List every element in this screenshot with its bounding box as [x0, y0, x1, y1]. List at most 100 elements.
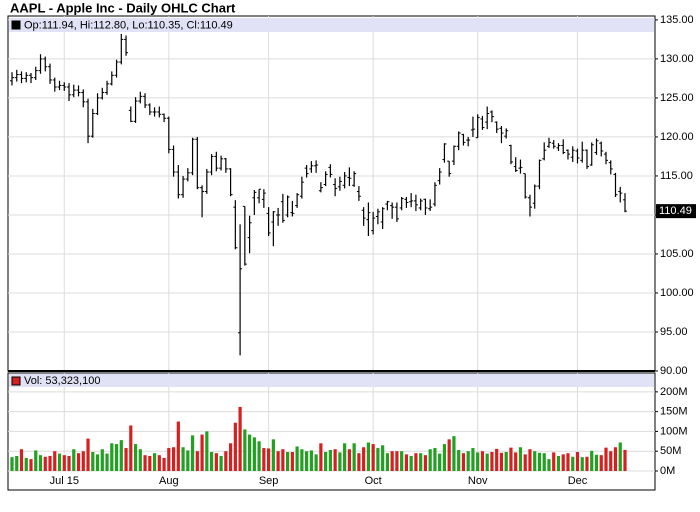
volume-bar [447, 439, 451, 471]
volume-bar [490, 452, 494, 471]
volume-bar [324, 452, 328, 471]
volume-bar [433, 448, 437, 471]
volume-bar [404, 454, 409, 471]
volume-bar [95, 454, 100, 471]
volume-bar [286, 452, 290, 471]
volume-bar [466, 451, 470, 471]
volume-bar [609, 451, 613, 471]
volume-bar [594, 454, 599, 471]
volume-bar [533, 451, 537, 471]
volume-bar [419, 453, 423, 471]
volume-bar [333, 449, 337, 471]
volume-bar [571, 456, 575, 471]
volume-bar [133, 444, 138, 471]
y-tick-label: 90.00 [660, 365, 688, 377]
volume-bar [281, 449, 285, 471]
volume-bar [409, 455, 413, 471]
volume-bar [186, 450, 190, 471]
volume-bar [556, 455, 561, 471]
x-tick-label: Oct [365, 475, 382, 487]
volume-bar [290, 452, 294, 471]
volume-bar [148, 455, 152, 471]
volume-bar [72, 449, 76, 471]
volume-bar [528, 449, 532, 471]
volume-bar [195, 451, 199, 471]
volume-bar [138, 449, 142, 471]
volume-bar [81, 451, 85, 471]
volume-bar [552, 452, 556, 471]
volume-bar [10, 457, 14, 471]
volume-bar [385, 453, 390, 471]
volume-bar [205, 431, 209, 471]
volume-bar [347, 449, 351, 471]
volume-bar [599, 455, 603, 471]
volume-bar [428, 449, 432, 471]
legend-stripe [9, 18, 654, 32]
volume-bar [471, 448, 475, 471]
volume-bar [114, 444, 119, 471]
volume-bar [338, 452, 342, 471]
x-tick-label: Jul 15 [50, 475, 79, 487]
x-tick-label: Sep [259, 475, 279, 487]
volume-bar [362, 447, 366, 471]
volume-bar [15, 455, 19, 471]
volume-bar [247, 434, 252, 471]
volume-bar [271, 439, 275, 471]
volume-bar [300, 449, 304, 471]
volume-bar [585, 456, 589, 471]
volume-bar [509, 447, 513, 471]
y-tick-label: 115.00 [660, 170, 693, 182]
volume-bar [257, 441, 261, 471]
volume-bar [38, 455, 43, 471]
y-tick-label: 105.00 [660, 248, 694, 260]
volume-bar [224, 451, 228, 471]
volume-bar [276, 451, 280, 471]
volume-bar [476, 452, 480, 471]
volume-bar [34, 450, 38, 471]
volume-bar [495, 448, 499, 471]
volume-bar [438, 453, 442, 471]
volume-bar [176, 421, 180, 471]
volume-bar [523, 454, 527, 471]
x-tick-label: Nov [468, 475, 488, 487]
volume-bar [295, 446, 299, 471]
legend-stripe [9, 374, 654, 387]
volume-bar [542, 453, 546, 471]
volume-bar [518, 447, 523, 471]
volume-bar [537, 452, 542, 471]
volume-bar [233, 422, 237, 471]
volume-legend: Vol: 53,323,100 [24, 375, 100, 387]
y-tick-label: 125.00 [660, 92, 694, 104]
volume-bar [157, 455, 161, 471]
volume-bar [62, 455, 66, 471]
volume-bar [371, 444, 375, 471]
volume-bar [390, 451, 394, 471]
x-tick-label: Aug [159, 475, 179, 487]
volume-bar [452, 436, 456, 471]
volume-bar [442, 444, 447, 471]
volume-bar [590, 450, 594, 471]
volume-bar [91, 452, 95, 471]
volume-bar [423, 455, 428, 471]
volume-bar [181, 447, 185, 471]
volume-bar [252, 437, 256, 471]
volume-bar [604, 447, 608, 471]
legend-swatch [11, 376, 21, 386]
volume-bar [200, 434, 204, 471]
price-panel [7, 15, 656, 372]
volume-bar [328, 450, 332, 471]
volume-bar [53, 451, 57, 471]
volume-bar [309, 450, 313, 471]
volume-bar [319, 443, 323, 471]
volume-bar [243, 429, 247, 471]
volume-bar [400, 451, 404, 471]
volume-bar [24, 457, 28, 471]
volume-bar [119, 440, 123, 471]
y-tick-label: 100.00 [660, 287, 694, 299]
volume-bar [43, 456, 47, 471]
volume-bar [547, 459, 551, 471]
volume-bar [67, 455, 71, 471]
volume-tick-label: 150M [660, 406, 688, 418]
volume-bar [57, 453, 62, 471]
